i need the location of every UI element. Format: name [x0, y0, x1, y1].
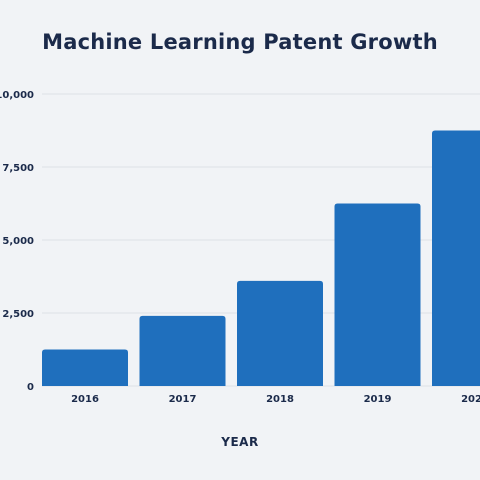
bar	[432, 130, 480, 386]
bar	[42, 349, 128, 386]
x-axis-ticks: 2016 2017 2018 2019 2020	[71, 394, 480, 405]
x-tick-label: 2017	[169, 394, 197, 405]
x-tick-label: 2019	[364, 394, 392, 405]
y-tick-label: 7,500	[2, 163, 34, 174]
y-tick-label: 5,000	[2, 236, 34, 247]
bar	[237, 280, 323, 386]
x-tick-label: 2020	[461, 394, 480, 405]
bar	[334, 203, 421, 386]
x-axis-label: YEAR	[220, 435, 258, 449]
y-tick-label: 10,000	[0, 90, 34, 101]
bar	[139, 315, 226, 386]
bars	[42, 130, 480, 386]
x-tick-label: 2018	[266, 394, 294, 405]
y-tick-label: 0	[27, 382, 34, 393]
y-tick-label: 2,500	[2, 309, 34, 320]
x-tick-label: 2016	[71, 394, 99, 405]
y-axis-ticks: 0 2,500 5,000 7,500 10,000	[0, 90, 34, 393]
chart-title: Machine Learning Patent Growth	[42, 30, 438, 54]
